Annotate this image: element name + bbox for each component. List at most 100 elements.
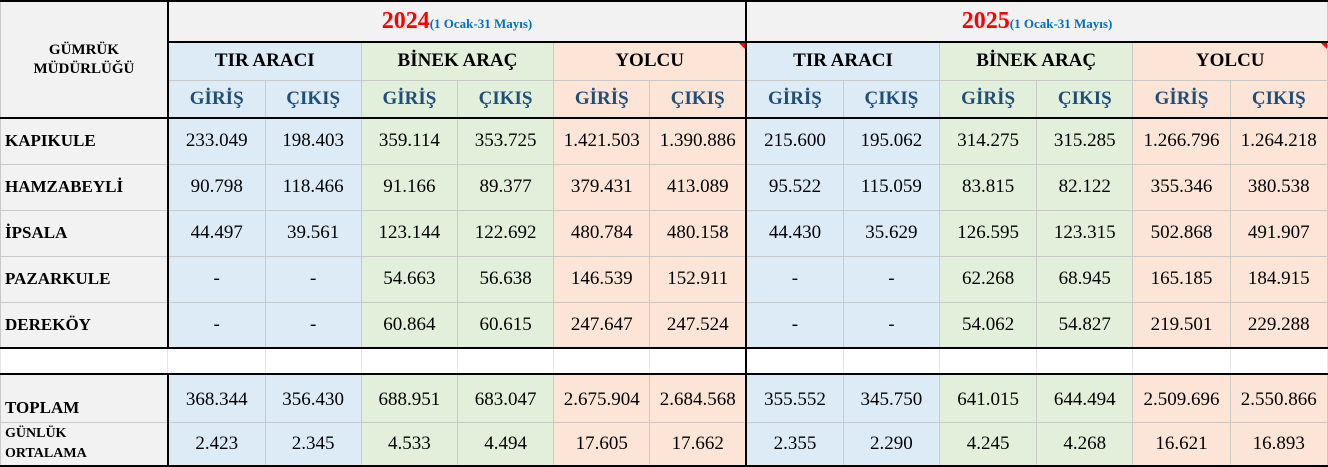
- column-header-cikis: ÇIKIŞ: [1229, 79, 1328, 119]
- value-cell: 315.285: [1036, 117, 1134, 165]
- spacer-cell: [456, 347, 555, 375]
- value-cell: -: [167, 301, 266, 349]
- column-header-giris: GİRİŞ: [745, 79, 844, 119]
- value-cell: 126.595: [938, 209, 1038, 257]
- value-cell: 54.827: [1036, 301, 1134, 349]
- daily-label-line2: ORTALAMA: [5, 445, 87, 461]
- value-cell: -: [745, 255, 844, 303]
- value-cell: 345.750: [842, 373, 941, 423]
- value-cell: 359.114: [360, 117, 458, 165]
- value-cell: 2.290: [842, 421, 941, 467]
- year-label: 2025: [961, 8, 1010, 34]
- value-cell: 355.346: [1132, 163, 1231, 211]
- value-cell: 54.062: [938, 301, 1038, 349]
- year-header-2025: 2025(1 Ocak-31 Mayıs): [745, 0, 1328, 43]
- spacer-cell: [745, 347, 844, 375]
- value-cell: 184.915: [1229, 255, 1328, 303]
- value-cell: -: [167, 255, 266, 303]
- spacer-cell: [264, 347, 362, 375]
- value-cell: 17.605: [553, 421, 651, 467]
- value-cell: 219.501: [1132, 301, 1231, 349]
- value-cell: 4.245: [938, 421, 1038, 467]
- total-row: TOPLAM 368.344 356.430 688.951 683.047 2.675.…: [0, 373, 1328, 423]
- year-header-2024: 2024(1 Ocak-31 Mayıs): [167, 0, 748, 43]
- value-cell: 118.466: [264, 163, 362, 211]
- spacer-cell: [360, 347, 458, 375]
- value-cell: 35.629: [842, 209, 941, 257]
- value-cell: -: [745, 301, 844, 349]
- value-cell: 2.345: [264, 421, 362, 467]
- table-row: DEREKÖY - -60.864 60.615 247.647 247.524- -54.…: [0, 301, 1328, 349]
- corner-header: GÜMRÜK MÜDÜRLÜĞÜ: [0, 0, 169, 119]
- group-header-yolcu: YOLCU: [1132, 41, 1328, 81]
- value-cell: -: [264, 255, 362, 303]
- value-cell: 379.431: [553, 163, 651, 211]
- daily-average-row: GÜNLÜK ORTALAMA 2.423 2.345 4.533 4.494 17.605…: [0, 421, 1328, 467]
- value-cell: 2.684.568: [649, 373, 748, 423]
- value-cell: 152.911: [649, 255, 748, 303]
- value-cell: 1.390.886: [649, 117, 748, 165]
- value-cell: 16.621: [1132, 421, 1231, 467]
- column-header-cikis: ÇIKIŞ: [456, 79, 555, 119]
- column-header-giris: GİRİŞ: [553, 79, 651, 119]
- customs-office-title: GÜMRÜK MÜDÜRLÜĞÜ: [33, 41, 135, 77]
- value-cell: 1.264.218: [1229, 117, 1328, 165]
- row-label-total: TOPLAM: [0, 373, 169, 423]
- spacer-cell: [167, 347, 266, 375]
- value-cell: 368.344: [167, 373, 266, 423]
- value-cell: 229.288: [1229, 301, 1328, 349]
- value-cell: 44.497: [167, 209, 266, 257]
- value-cell: 502.868: [1132, 209, 1231, 257]
- value-cell: 1.266.796: [1132, 117, 1231, 165]
- value-cell: 198.403: [264, 117, 362, 165]
- value-cell: 39.561: [264, 209, 362, 257]
- date-range-label: (1 Ocak-31 Mayıs): [1009, 16, 1113, 31]
- value-cell: 413.089: [649, 163, 748, 211]
- spacer-cell: [1229, 347, 1328, 375]
- row-label: İPSALA: [0, 209, 169, 257]
- value-cell: 146.539: [553, 255, 651, 303]
- column-header-cikis: ÇIKIŞ: [264, 79, 362, 119]
- column-header-giris: GİRİŞ: [938, 79, 1038, 119]
- value-cell: 2.509.696: [1132, 373, 1231, 423]
- value-cell: 123.144: [360, 209, 458, 257]
- value-cell: 123.315: [1036, 209, 1134, 257]
- column-header-cikis: ÇIKIŞ: [1036, 79, 1134, 119]
- value-cell: -: [264, 301, 362, 349]
- date-range-label: (1 Ocak-31 Mayıs): [429, 16, 533, 31]
- value-cell: 480.158: [649, 209, 748, 257]
- value-cell: 4.268: [1036, 421, 1134, 467]
- value-cell: 215.600: [745, 117, 844, 165]
- value-cell: 353.725: [456, 117, 555, 165]
- value-cell: 60.615: [456, 301, 555, 349]
- value-cell: 688.951: [360, 373, 458, 423]
- row-label: DEREKÖY: [0, 301, 169, 349]
- value-cell: 90.798: [167, 163, 266, 211]
- spacer-cell: [0, 347, 169, 375]
- value-cell: 4.494: [456, 421, 555, 467]
- row-label-daily-average: GÜNLÜK ORTALAMA: [0, 421, 169, 467]
- value-cell: 17.662: [649, 421, 748, 467]
- value-cell: 95.522: [745, 163, 844, 211]
- spacer-cell: [1036, 347, 1134, 375]
- table-row: KAPIKULE 233.049 198.403 359.114 353.725 1.42…: [0, 117, 1328, 165]
- spacer-cell: [649, 347, 748, 375]
- row-label: KAPIKULE: [0, 117, 169, 165]
- value-cell: 314.275: [938, 117, 1038, 165]
- value-cell: 62.268: [938, 255, 1038, 303]
- value-cell: 54.663: [360, 255, 458, 303]
- value-cell: 60.864: [360, 301, 458, 349]
- value-cell: 68.945: [1036, 255, 1134, 303]
- spacer-cell: [1132, 347, 1231, 375]
- value-cell: 91.166: [360, 163, 458, 211]
- value-cell: 56.638: [456, 255, 555, 303]
- value-cell: 16.893: [1229, 421, 1328, 467]
- value-cell: 380.538: [1229, 163, 1328, 211]
- daily-label-line1: GÜNLÜK: [5, 425, 67, 441]
- spacer-cell: [553, 347, 651, 375]
- column-header-cikis: ÇIKIŞ: [649, 79, 748, 119]
- value-cell: 4.533: [360, 421, 458, 467]
- value-cell: 2.675.904: [553, 373, 651, 423]
- column-header-giris: GİRİŞ: [167, 79, 266, 119]
- value-cell: 165.185: [1132, 255, 1231, 303]
